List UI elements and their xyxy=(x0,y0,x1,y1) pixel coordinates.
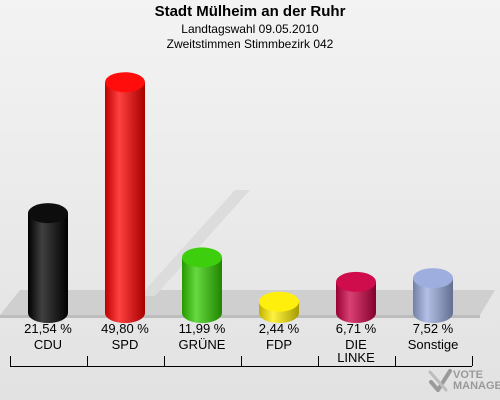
category-label-spd: SPD xyxy=(111,337,139,352)
axis-tick xyxy=(164,356,165,366)
bar-cdu xyxy=(28,203,68,323)
chart-title: Stadt Mülheim an der Ruhr xyxy=(154,3,346,20)
value-label-fdp: 2,44 % xyxy=(258,321,300,336)
axis-tick xyxy=(241,356,242,366)
bar-spd xyxy=(105,72,145,323)
category-label-die-linke: DIE LINKE xyxy=(337,337,375,365)
axis-tick xyxy=(472,356,473,366)
bar-body-cdu xyxy=(28,213,68,323)
value-label-gr-ne: 11,99 % xyxy=(178,321,226,336)
axis-tick xyxy=(10,356,11,366)
category-label-cdu: CDU xyxy=(33,337,63,352)
axis-tick xyxy=(87,356,88,366)
checkmark-icon xyxy=(428,369,452,392)
bar-cap-gr-ne xyxy=(182,247,222,268)
watermark-text: VOTEMANAGER xyxy=(453,369,500,392)
bar-cap-cdu xyxy=(28,203,68,224)
category-label-fdp: FDP xyxy=(266,337,292,352)
bar-fdp xyxy=(259,291,299,323)
x-axis xyxy=(10,356,473,367)
vote-manager-logo: VOTEMANAGER xyxy=(428,368,500,398)
bar-body-die-linke xyxy=(336,281,376,323)
bar-cap-die-linke xyxy=(336,271,376,292)
chart-floor-front xyxy=(0,315,480,318)
axis-tick xyxy=(318,356,319,366)
chart-subtitle-2: Zweitstimmen Stimmbezirk 042 xyxy=(166,37,334,51)
bar-cap-sonstige xyxy=(413,268,453,289)
value-label-sonstige: 7,52 % xyxy=(412,321,454,336)
bar-cap-fdp xyxy=(259,291,299,312)
bar-cap-spd xyxy=(105,72,145,93)
bar-body-sonstige xyxy=(413,278,453,323)
value-label-cdu: 21,54 % xyxy=(24,321,72,336)
bar-die-linke xyxy=(336,271,376,323)
bar-gr-ne xyxy=(182,247,222,323)
value-label-die-linke: 6,71 % xyxy=(335,321,377,336)
value-label-spd: 49,80 % xyxy=(101,321,149,336)
chart-subtitle: Landtagswahl 09.05.2010 xyxy=(181,22,319,36)
category-label-gr-ne: GRÜNE xyxy=(178,337,226,352)
bar-body-gr-ne xyxy=(182,257,222,323)
bar-body-spd xyxy=(105,82,145,323)
bar-sonstige xyxy=(413,268,453,323)
axis-tick xyxy=(395,356,396,366)
bar-shadow xyxy=(140,190,250,296)
category-label-sonstige: Sonstige xyxy=(407,337,459,352)
